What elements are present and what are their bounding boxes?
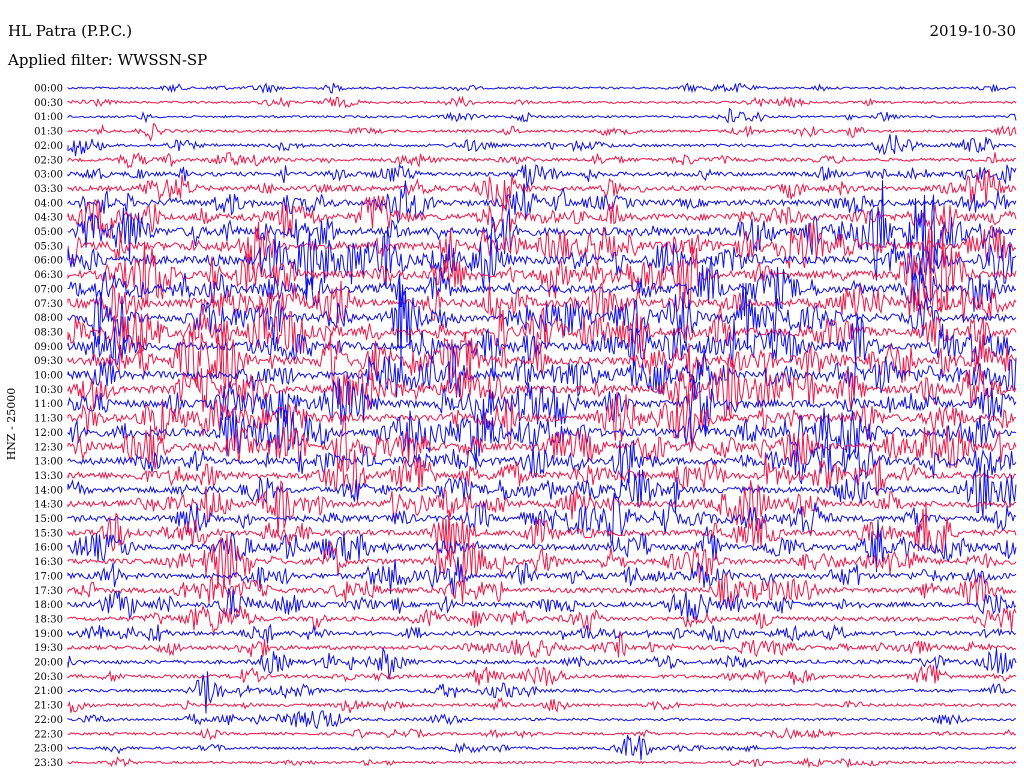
time-label: 21:00 [34,686,63,697]
time-label: 05:00 [34,227,63,238]
trace-line-1500 [67,492,1017,544]
trace-line-0330 [67,169,1017,211]
trace-line-0400 [67,180,1017,225]
trace-line-0830 [67,295,1017,355]
time-label: 16:00 [34,543,63,554]
time-label-group: 00:00 00:30 01:00 01:30 02:00 02:30 03:00 03:30… [34,84,63,769]
trace-line-2130 [67,696,1017,714]
time-label: 19:30 [34,643,63,654]
time-label: 05:30 [34,241,63,252]
trace-line-0100 [67,107,1017,124]
trace-line-0700 [67,256,1017,312]
time-label: 06:30 [34,270,63,281]
trace-line-1900 [67,623,1017,644]
trace-line-0230 [67,151,1017,169]
trace-line-1230 [67,415,1017,473]
time-label: 11:30 [34,414,63,425]
time-label: 08:30 [34,327,63,338]
time-label: 17:00 [34,571,63,582]
time-label: 12:30 [34,442,63,453]
trace-line-0500 [67,180,1016,281]
trace-line-0530 [67,221,1017,271]
trace-line-1630 [67,533,1017,589]
trace-line-1600 [67,519,1017,573]
time-label: 07:30 [34,299,63,310]
time-label: 16:30 [34,557,63,568]
time-label: 03:00 [34,170,63,181]
time-label: 13:00 [34,457,63,468]
trace-line-0930 [67,330,1017,392]
trace-line-0300 [67,163,1017,189]
trace-line-0600 [67,226,1017,295]
time-label: 22:00 [34,715,63,726]
time-label: 20:00 [34,658,63,669]
time-label: 10:00 [34,371,63,382]
trace-line-0000 [67,82,1017,94]
time-label: 00:00 [34,84,63,95]
time-label: 15:30 [34,528,63,539]
time-label: 04:00 [34,198,63,209]
trace-line-2330 [67,756,1017,769]
time-label: 07:00 [34,284,63,295]
time-label: 21:30 [34,701,63,712]
time-label: 00:30 [34,98,63,109]
time-label: 08:00 [34,313,63,324]
trace-line-1200 [67,398,1017,470]
trace-line-1130 [67,391,1017,445]
time-label: 14:30 [34,500,63,511]
trace-line-0430 [67,195,1017,240]
trace-line-2300 [67,734,1017,761]
time-label: 09:30 [34,356,63,367]
time-label: 13:30 [34,471,63,482]
trace-line-0630 [67,226,1017,312]
time-label: 20:30 [34,672,63,683]
trace-line-0730 [67,280,1017,324]
time-label: 14:00 [34,485,63,496]
time-label: 12:00 [34,428,63,439]
time-label: 02:00 [34,141,63,152]
time-label: 09:00 [34,342,63,353]
channel-label: HNZ - 25000 [5,388,18,461]
trace-line-1830 [67,604,1017,635]
time-label: 23:00 [34,744,63,755]
trace-line-1930 [67,631,1017,658]
time-label: 18:00 [34,600,63,611]
date-label: 2019-10-30 [930,22,1016,40]
trace-line-2000 [67,646,1017,680]
time-label: 22:30 [34,729,63,740]
time-label: 02:30 [34,155,63,166]
time-label: 23:30 [34,758,63,769]
trace-line-1000 [67,347,1017,398]
time-label: 11:00 [34,399,63,410]
trace-line-0030 [67,95,1017,109]
time-label: 19:00 [34,629,63,640]
time-label: 06:00 [34,256,63,267]
trace-line-2200 [67,710,1016,730]
trace-line-2030 [67,664,1017,686]
trace-line-2100 [67,671,1017,714]
trace-line-1430 [67,479,1017,537]
time-label: 17:30 [34,586,63,597]
time-label: 15:00 [34,514,63,525]
time-label: 01:00 [34,112,63,123]
trace-line-1530 [67,503,1017,558]
time-label: 04:30 [34,213,63,224]
trace-line-0130 [67,123,1017,142]
station-title: HL Patra (P.P.C.) [8,22,132,40]
trace-line-1700 [67,556,1017,597]
time-label: 10:30 [34,385,63,396]
trace-line-1300 [67,432,1017,487]
trace-line-1100 [67,376,1017,433]
trace-group [67,82,1017,769]
trace-line-1730 [67,572,1017,608]
time-label: 03:30 [34,184,63,195]
filter-label: Applied filter: WWSSN-SP [7,51,207,69]
trace-line-1400 [67,464,1017,518]
time-label: 01:30 [34,127,63,138]
trace-line-0900 [67,316,1017,382]
trace-line-0200 [67,134,1016,157]
time-label: 18:30 [34,614,63,625]
trace-line-2230 [67,726,1017,741]
